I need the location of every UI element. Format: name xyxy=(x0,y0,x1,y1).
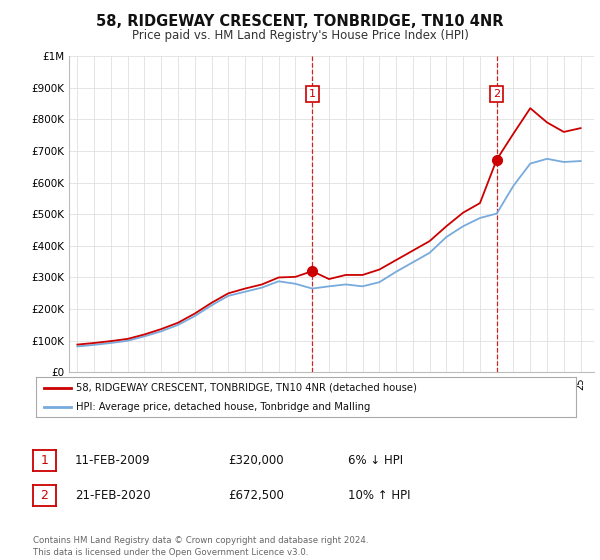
Text: HPI: Average price, detached house, Tonbridge and Malling: HPI: Average price, detached house, Tonb… xyxy=(77,402,371,412)
Text: 58, RIDGEWAY CRESCENT, TONBRIDGE, TN10 4NR: 58, RIDGEWAY CRESCENT, TONBRIDGE, TN10 4… xyxy=(96,14,504,29)
Text: 6% ↓ HPI: 6% ↓ HPI xyxy=(348,454,403,467)
Text: 2: 2 xyxy=(493,89,500,99)
Text: 1: 1 xyxy=(309,89,316,99)
Text: 21-FEB-2020: 21-FEB-2020 xyxy=(75,489,151,502)
Text: Price paid vs. HM Land Registry's House Price Index (HPI): Price paid vs. HM Land Registry's House … xyxy=(131,29,469,42)
Text: 1: 1 xyxy=(40,454,49,467)
Text: £320,000: £320,000 xyxy=(228,454,284,467)
Text: Contains HM Land Registry data © Crown copyright and database right 2024.
This d: Contains HM Land Registry data © Crown c… xyxy=(33,536,368,557)
Text: 58, RIDGEWAY CRESCENT, TONBRIDGE, TN10 4NR (detached house): 58, RIDGEWAY CRESCENT, TONBRIDGE, TN10 4… xyxy=(77,383,418,393)
Text: 2: 2 xyxy=(40,489,49,502)
Text: 10% ↑ HPI: 10% ↑ HPI xyxy=(348,489,410,502)
Text: 11-FEB-2009: 11-FEB-2009 xyxy=(75,454,151,467)
Text: £672,500: £672,500 xyxy=(228,489,284,502)
